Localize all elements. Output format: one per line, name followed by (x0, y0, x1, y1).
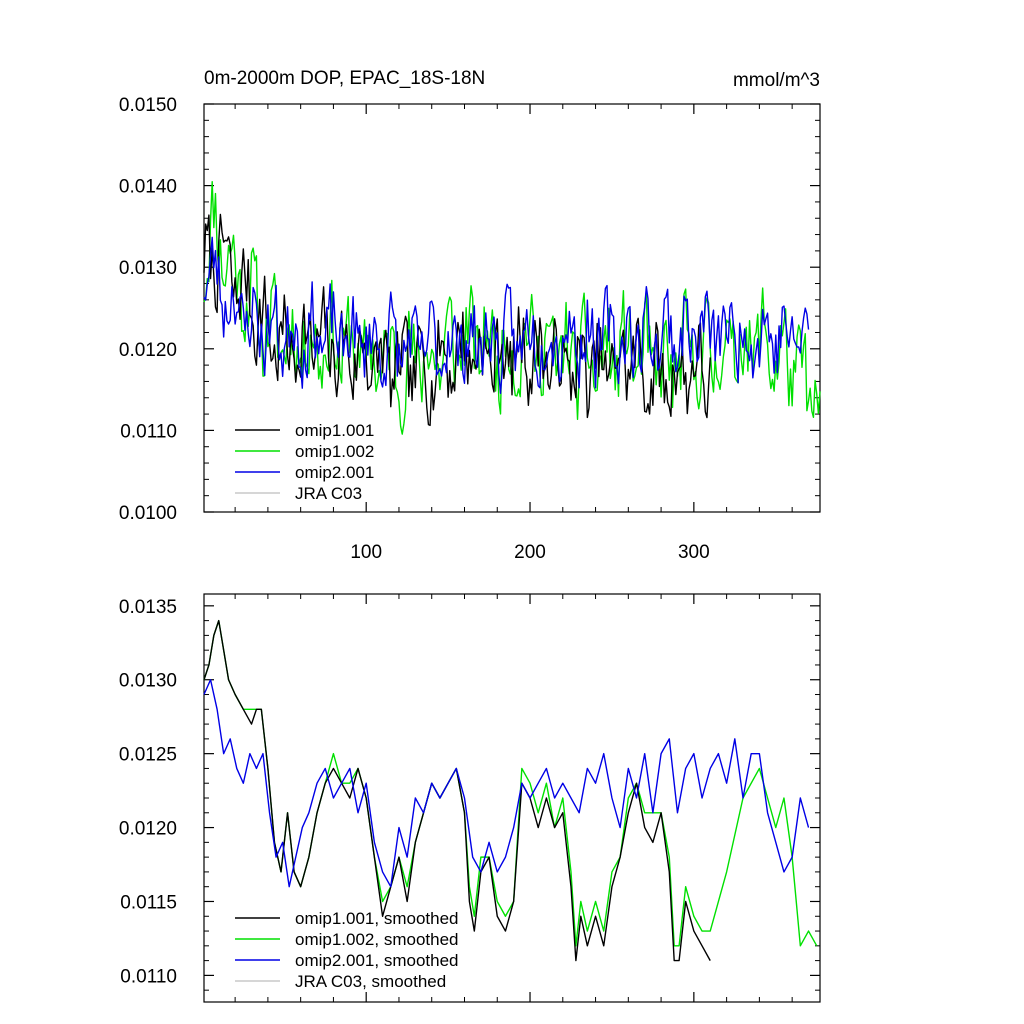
legend-label-omip2-001: omip2.001 (295, 463, 374, 482)
series-line-omip1-002-smoothed (203, 619, 818, 947)
x-tick-label: 200 (514, 542, 546, 563)
bottom-x-axis (234, 594, 793, 1002)
y-tick-label: 0.0120 (119, 819, 177, 840)
chart-title: 0m-2000m DOP, EPAC_18S-18N (204, 68, 485, 89)
bottom-series-group (203, 619, 818, 962)
bottom-y-axis: 0.0110 0.0115 0.0120 0.0125 0.0130 0.0135 (119, 597, 820, 991)
bottom-legend: omip1.001, smoothed omip1.002, smoothed … (235, 909, 459, 991)
top-x-axis: 100 200 300 (234, 104, 793, 563)
legend-label-omip1-001-smoothed: omip1.001, smoothed (295, 909, 459, 928)
top-plot-frame (203, 103, 821, 513)
bottom-panel: 0.0110 0.0115 0.0120 0.0125 0.0130 0.0135 omi… (119, 593, 821, 1003)
legend-label-omip1-001: omip1.001 (295, 421, 374, 440)
top-panel: 0m-2000m DOP, EPAC_18S-18N mmol/m^3 0.01… (119, 68, 821, 563)
x-tick-label: 300 (678, 542, 710, 563)
series-line-omip2-001 (203, 236, 810, 395)
legend-label-jra-c03: JRA C03 (295, 484, 362, 503)
top-legend: omip1.001 omip1.002 omip2.001 JRA C03 (235, 421, 374, 503)
legend-label-omip1-002: omip1.002 (295, 442, 374, 461)
y-tick-label: 0.0130 (119, 671, 177, 692)
y-tick-label: 0.0100 (119, 503, 177, 524)
legend-label-omip1-002-smoothed: omip1.002, smoothed (295, 930, 459, 949)
y-tick-label: 0.0125 (119, 745, 177, 766)
y-tick-label: 0.0135 (119, 597, 177, 618)
y-tick-label: 0.0115 (120, 892, 177, 913)
top-series-group (203, 181, 821, 435)
series-line-omip1-002 (203, 181, 821, 435)
y-tick-label: 0.0120 (119, 340, 177, 361)
legend-label-jra-c03-smoothed: JRA C03, smoothed (295, 972, 446, 991)
y-tick-label: 0.0140 (119, 177, 177, 198)
series-line-omip1-001 (203, 213, 711, 427)
top-y-axis: 0.0100 0.0110 0.0120 0.0130 0.0140 0.0150 (119, 95, 820, 524)
legend-label-omip2-001-smoothed: omip2.001, smoothed (295, 951, 459, 970)
x-tick-label: 100 (350, 542, 382, 563)
y-tick-label: 0.0110 (120, 966, 177, 987)
y-tick-label: 0.0150 (119, 95, 177, 116)
series-line-omip2-001-smoothed (203, 679, 810, 888)
y-tick-label: 0.0130 (119, 258, 177, 279)
units-label: mmol/m^3 (733, 70, 820, 91)
y-tick-label: 0.0110 (120, 421, 177, 442)
